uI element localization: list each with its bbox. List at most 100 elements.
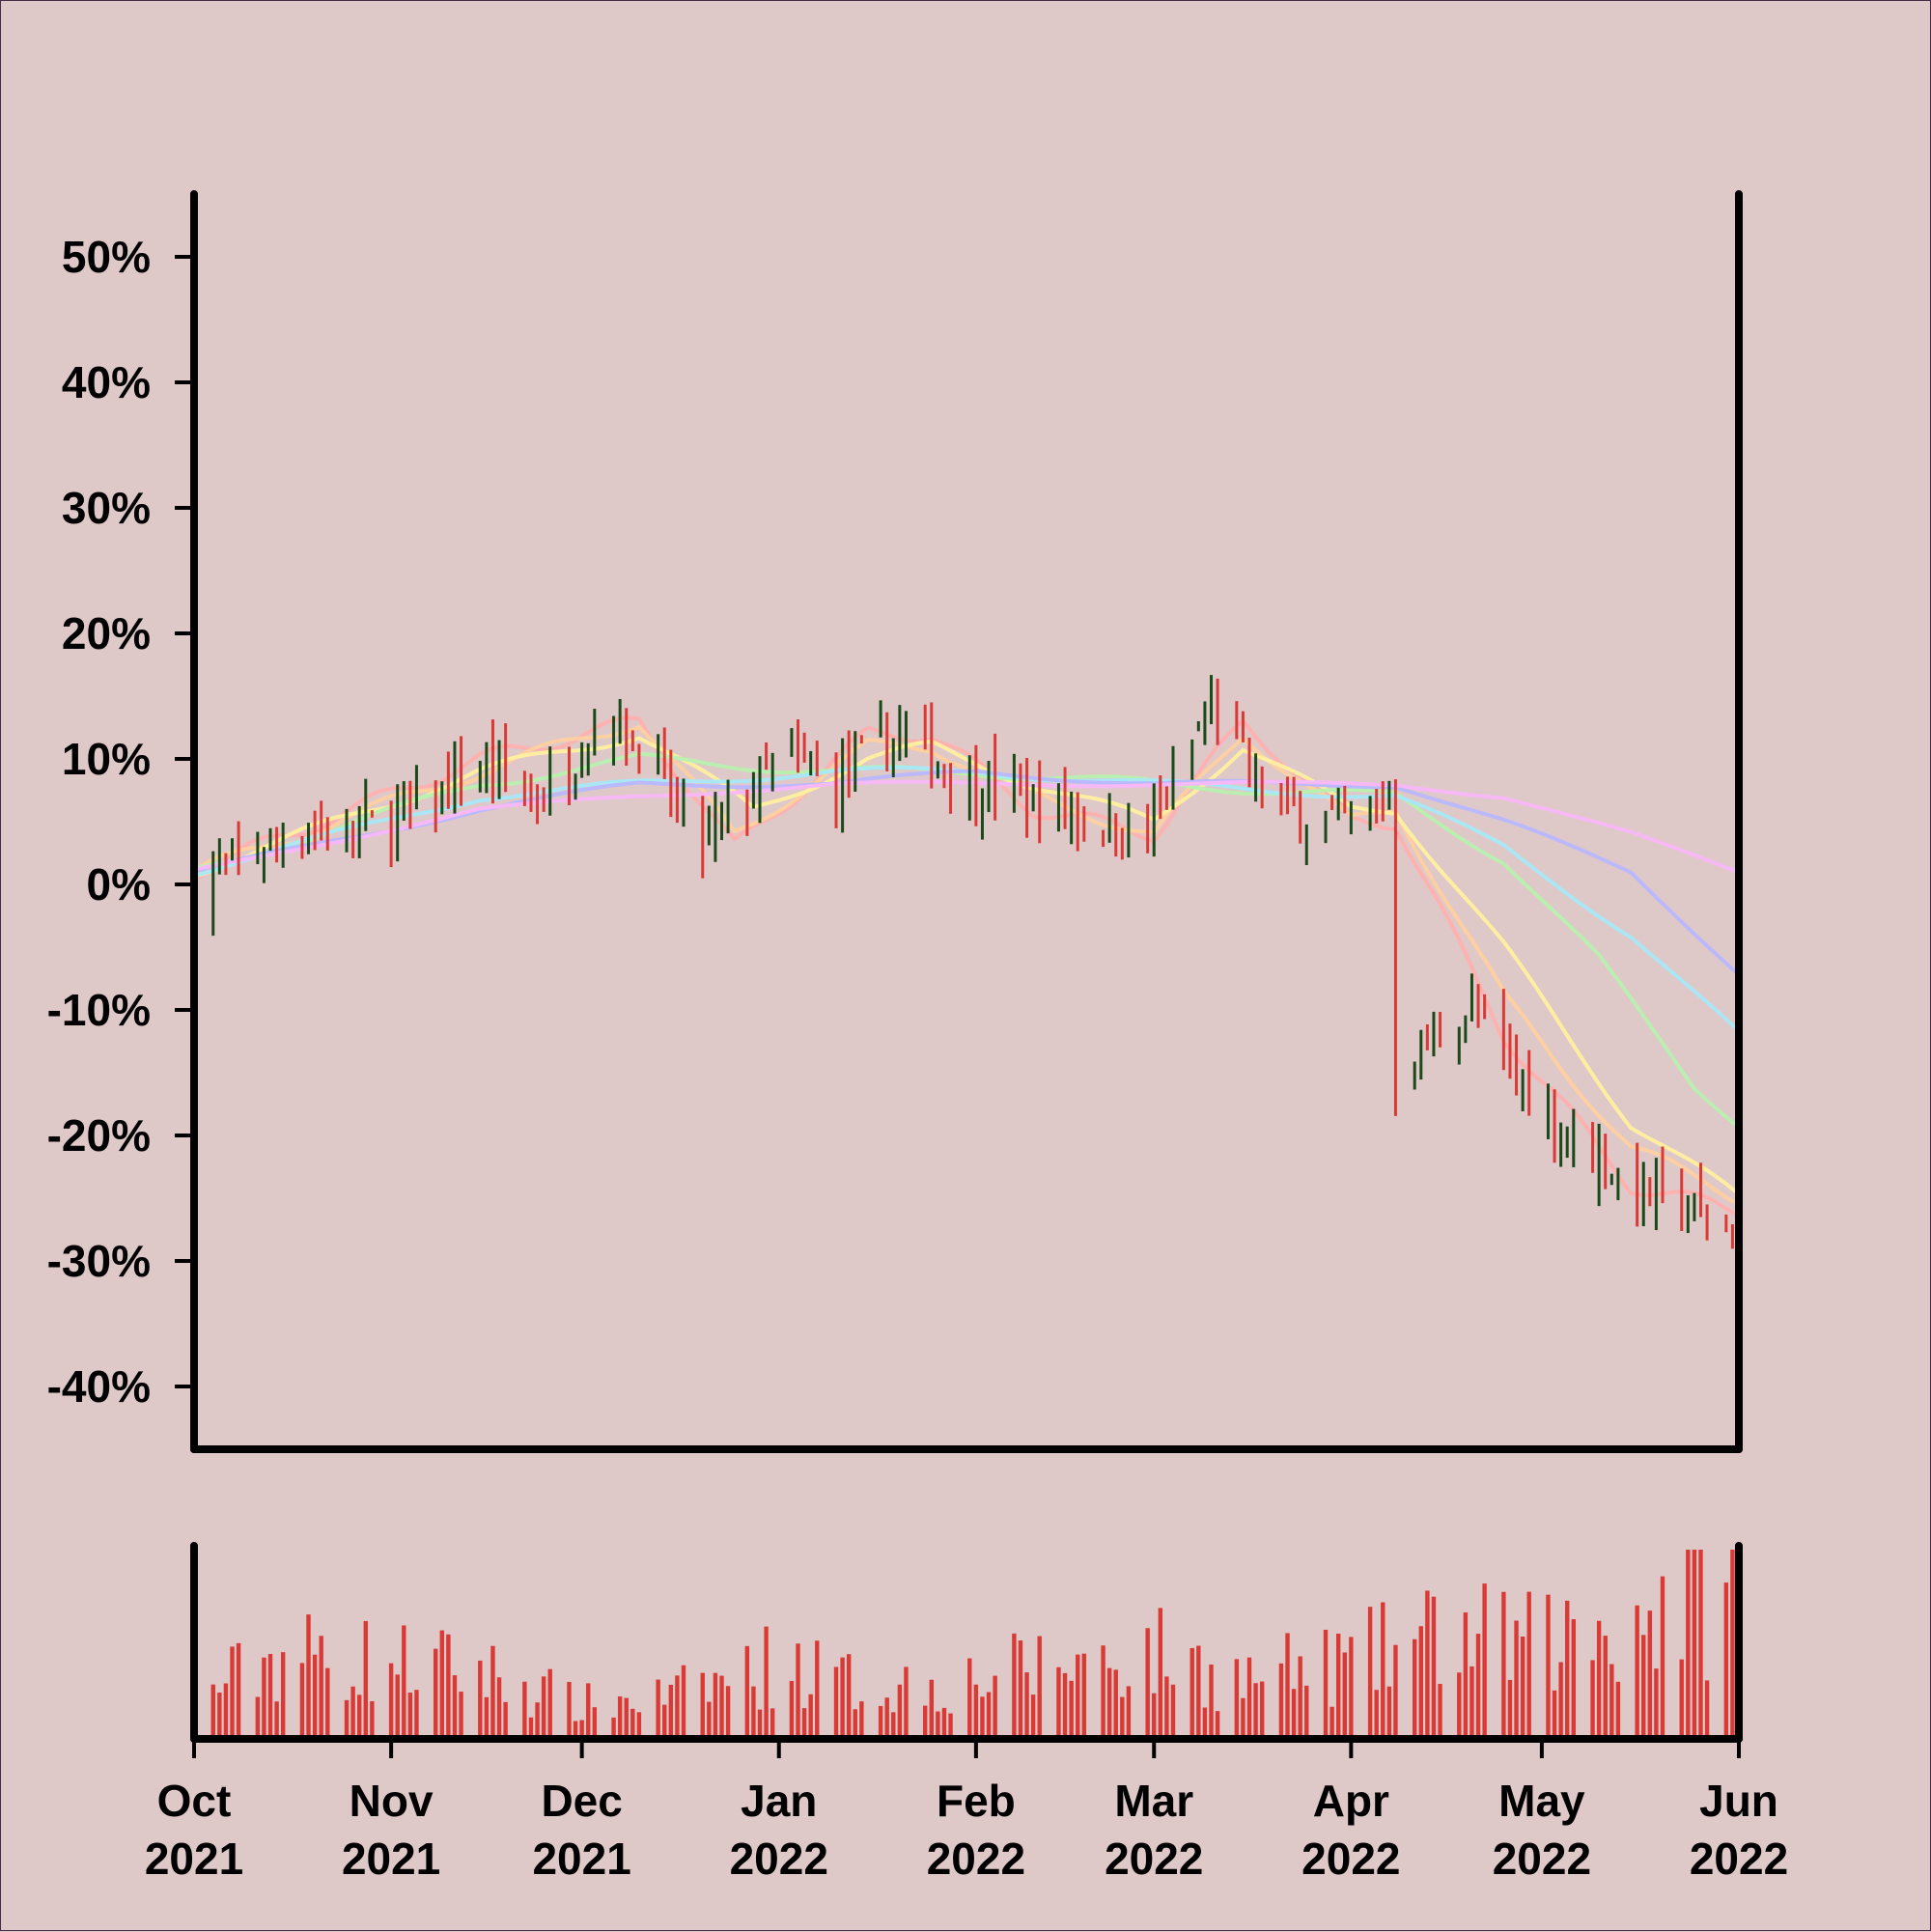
y-axis-ticks: 50% 40% 30% 20% 10% 0% -10% -20% -30% -40% xyxy=(47,232,194,1412)
volume-bar xyxy=(1018,1640,1023,1739)
volume-bar-layer xyxy=(191,1550,1742,1739)
x-tick-year-label: 2022 xyxy=(1301,1834,1400,1884)
volume-bar xyxy=(993,1675,997,1739)
volume-bar xyxy=(402,1625,406,1739)
volume-bar xyxy=(884,1697,889,1739)
volume-bar xyxy=(1514,1620,1519,1739)
moving-average-line xyxy=(193,736,1741,1196)
volume-bar xyxy=(853,1709,857,1739)
volume-axes xyxy=(190,1542,1743,1743)
y-tick-label: 20% xyxy=(62,608,151,658)
volume-bar xyxy=(446,1634,451,1739)
volume-bar xyxy=(1278,1663,1284,1739)
volume-bar xyxy=(350,1686,355,1739)
volume-bar xyxy=(744,1645,750,1739)
volume-bar xyxy=(356,1694,362,1739)
volume-bar xyxy=(1660,1576,1665,1739)
volume-bar xyxy=(306,1614,311,1739)
price-panel: 50% 40% 30% 20% 10% 0% -10% -20% -30% -40% xyxy=(47,190,1743,1453)
volume-bar xyxy=(1425,1590,1430,1739)
volume-bar xyxy=(941,1707,947,1739)
x-tick-month-label: Dec xyxy=(541,1776,622,1826)
y-tick-label: 50% xyxy=(62,232,151,282)
volume-bar xyxy=(1558,1662,1563,1739)
volume-bar xyxy=(1552,1690,1557,1739)
volume-bar xyxy=(630,1708,635,1739)
price-axes xyxy=(190,190,1743,1453)
volume-bar xyxy=(535,1702,540,1739)
volume-bar xyxy=(1196,1645,1201,1739)
moving-average-line xyxy=(193,779,1740,875)
volume-bar xyxy=(1323,1629,1329,1739)
volume-bar xyxy=(1056,1666,1061,1739)
volume-panel: Oct 2021 Nov 2021 Dec 2021 Jan 2022 Feb 2022 Mar 20… xyxy=(145,1542,1788,1884)
volume-bar xyxy=(280,1652,286,1739)
volume-bar xyxy=(707,1701,712,1739)
ohlc-bar-layer xyxy=(192,675,1741,1257)
volume-bar xyxy=(1329,1706,1334,1739)
x-tick-year-label: 2022 xyxy=(1493,1834,1591,1884)
volume-bar xyxy=(891,1712,896,1739)
moving-average-line xyxy=(193,765,1741,1033)
volume-bar xyxy=(1679,1659,1684,1739)
volume-bar xyxy=(1475,1634,1481,1739)
volume-bar xyxy=(528,1717,534,1739)
volume-bar xyxy=(1285,1633,1290,1739)
volume-bar xyxy=(1012,1633,1017,1739)
volume-bar xyxy=(929,1679,934,1739)
y-tick-label: -20% xyxy=(47,1110,151,1161)
volume-bar xyxy=(1253,1683,1258,1739)
volume-bar xyxy=(1030,1694,1036,1739)
volume-bar xyxy=(1170,1684,1176,1739)
x-tick-month-label: Mar xyxy=(1114,1776,1193,1826)
volume-bar xyxy=(319,1636,323,1739)
volume-bar xyxy=(1686,1550,1691,1739)
volume-bar xyxy=(980,1696,985,1739)
volume-bar xyxy=(1215,1711,1220,1739)
volume-bar xyxy=(1412,1638,1417,1739)
volume-bar xyxy=(1145,1628,1150,1739)
x-tick-month-label: May xyxy=(1498,1776,1585,1826)
volume-bar xyxy=(1730,1550,1735,1739)
volume-bar xyxy=(1374,1690,1379,1739)
y-tick-label: 30% xyxy=(62,483,151,533)
volume-bar xyxy=(236,1642,241,1739)
volume-bar xyxy=(846,1654,852,1739)
volume-bar xyxy=(833,1666,839,1739)
moving-average-line xyxy=(192,725,1740,1207)
volume-bar xyxy=(719,1675,724,1739)
volume-bar xyxy=(1209,1664,1214,1739)
volume-bar xyxy=(1164,1676,1169,1739)
volume-bar xyxy=(299,1663,305,1739)
volume-bar xyxy=(579,1720,584,1739)
volume-bar xyxy=(414,1690,419,1739)
y-tick-label: 0% xyxy=(87,859,151,910)
volume-bar xyxy=(1037,1636,1042,1739)
volume-bar xyxy=(1367,1607,1373,1739)
volume-bar xyxy=(662,1704,667,1739)
volume-bar xyxy=(1386,1686,1392,1739)
volume-bar xyxy=(503,1701,508,1739)
volume-bar xyxy=(439,1630,444,1739)
x-axis-ticks: Oct 2021 Nov 2021 Dec 2021 Jan 2022 Feb 2022 Mar 20… xyxy=(145,1739,1788,1884)
volume-bar xyxy=(1590,1660,1595,1739)
volume-bar xyxy=(395,1674,400,1739)
volume-bar xyxy=(1246,1657,1252,1739)
volume-bar xyxy=(1298,1656,1302,1739)
volume-bar xyxy=(1076,1654,1080,1739)
volume-bar xyxy=(541,1676,546,1739)
volume-bar xyxy=(757,1709,763,1739)
moving-average-layer xyxy=(192,715,1741,1218)
x-tick-month-label: Apr xyxy=(1313,1776,1389,1826)
volume-bar xyxy=(1106,1667,1112,1739)
volume-bar xyxy=(700,1672,705,1739)
volume-bar xyxy=(459,1692,463,1739)
volume-bar xyxy=(1635,1605,1639,1739)
volume-bar xyxy=(1418,1626,1423,1739)
volume-bar xyxy=(1647,1610,1653,1739)
volume-bar xyxy=(624,1697,629,1739)
volume-bar xyxy=(617,1696,623,1739)
volume-bar xyxy=(1482,1583,1487,1739)
